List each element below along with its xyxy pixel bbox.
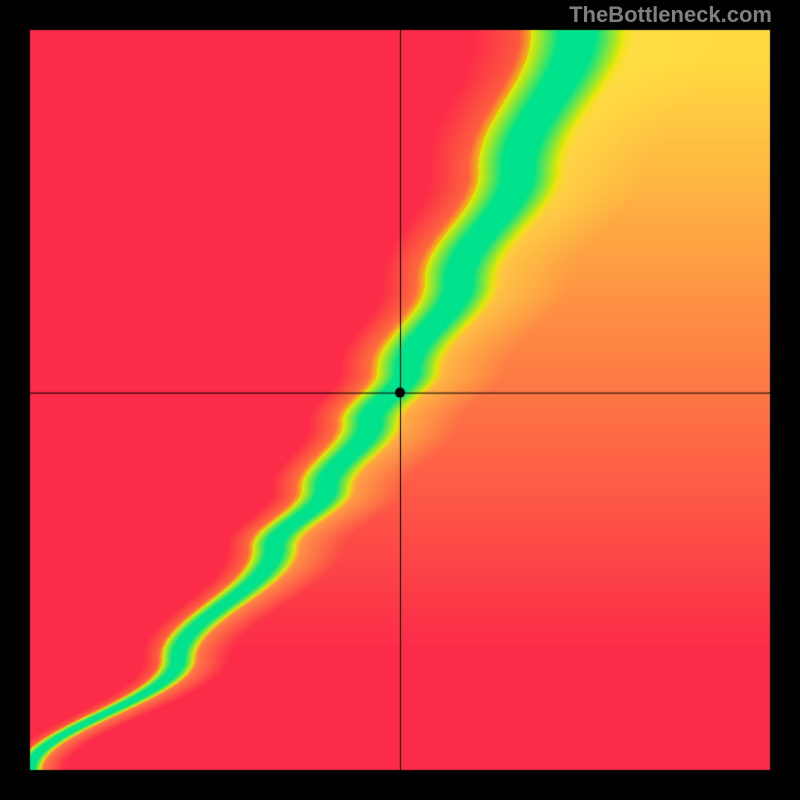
watermark-text: TheBottleneck.com (569, 2, 772, 28)
chart-container: TheBottleneck.com (0, 0, 800, 800)
heatmap-canvas (0, 0, 800, 800)
